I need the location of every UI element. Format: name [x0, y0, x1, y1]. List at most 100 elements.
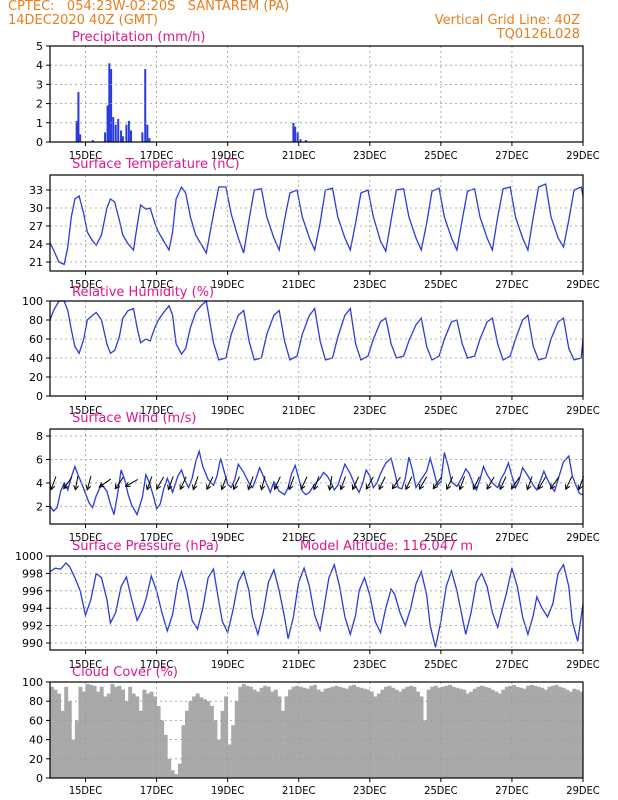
cloud-bar	[213, 720, 218, 778]
y-tick-label: 33	[29, 184, 43, 197]
wind-arrow-head	[458, 484, 464, 491]
panel-title: Precipitation (mm/h)	[72, 30, 205, 45]
cloud-bar	[185, 710, 189, 778]
cloud-bar	[430, 686, 435, 778]
cloud-bar	[376, 693, 381, 778]
cloud-bar	[106, 693, 111, 778]
plot-frame	[49, 681, 584, 779]
wind-arrow	[419, 476, 428, 490]
wind-arrow	[260, 476, 266, 490]
precip-bar	[114, 124, 117, 142]
cloud-bar	[526, 685, 531, 778]
wind-arrow-head	[339, 484, 345, 491]
wind-arrow-head	[206, 484, 212, 491]
cloud-bar	[362, 688, 367, 778]
wind-arrow	[192, 476, 199, 490]
cloud-bar	[426, 689, 431, 778]
wind-arrow-head	[432, 483, 439, 490]
y-tick-label: 990	[22, 637, 43, 650]
wind-arrow	[313, 476, 320, 490]
y-tick-label: 4	[36, 477, 43, 490]
wind-arrow-head	[327, 484, 333, 491]
wind-arrow-head	[73, 484, 79, 491]
panel-title: Surface Pressure (hPa)	[72, 539, 219, 554]
cloud-bar	[85, 683, 90, 778]
y-tick-label: 100	[22, 295, 43, 308]
wind-arrow	[206, 476, 214, 490]
x-tick-label: 25DEC	[424, 658, 457, 671]
cloud-bar	[391, 687, 396, 778]
cloud-bar	[266, 686, 271, 778]
x-tick-label: 27DEC	[495, 278, 528, 291]
cloud-bar	[565, 689, 570, 778]
wind-arrow-head	[300, 484, 306, 491]
precip-bar	[106, 105, 109, 142]
cloud-bar	[270, 691, 275, 778]
cloud-bar	[384, 686, 388, 778]
cloud-bar	[568, 691, 573, 778]
cloud-bar	[224, 696, 229, 778]
y-tick-label: 6	[36, 453, 43, 466]
chart-panel-3: 0 20 40 60 80 100 15DEC 17DEC 19DEC 21DEC 23DEC 25D…	[22, 285, 600, 417]
chart-panel-2: 21 24 27 30 33 15DEC 17DEC 19DEC 21DEC 23DEC 25DEC…	[29, 157, 600, 291]
plot-area	[50, 175, 583, 271]
cloud-bar	[533, 685, 538, 778]
cloud-bar	[508, 685, 513, 778]
x-tick-label: 21DEC	[282, 531, 315, 544]
wind-arrow-head	[273, 484, 279, 491]
precip-bar	[104, 132, 107, 142]
panel-title: Surface Temperature (nC)	[72, 157, 240, 172]
cloud-bar	[181, 725, 186, 778]
model-altitude-label: Model Altitude: 116.047 m	[300, 539, 473, 554]
y-tick-label: 992	[22, 620, 43, 633]
cloud-bar	[291, 686, 296, 778]
cloud-bar	[348, 685, 353, 778]
wind-arrow-head	[538, 483, 544, 490]
wind-arrow-head	[98, 482, 105, 488]
x-tick-label: 21DEC	[282, 784, 315, 797]
wind-arrow-head	[419, 483, 425, 490]
wind-arrow-head	[192, 484, 198, 491]
cloud-bar	[167, 758, 172, 778]
x-tick-label: 29DEC	[566, 149, 599, 162]
cloud-bar	[312, 684, 317, 778]
wind-arrow	[365, 476, 374, 490]
wind-arrow-head	[550, 483, 556, 490]
cloud-bar	[64, 686, 69, 778]
cloud-bar	[316, 689, 321, 778]
x-tick-label: 17DEC	[140, 278, 173, 291]
cloud-bar	[369, 691, 374, 778]
y-tick-label: 100	[22, 676, 43, 689]
wind-arrow-head	[499, 484, 505, 491]
cloud-bar	[103, 696, 108, 778]
x-tick-label: 27DEC	[495, 404, 528, 417]
cloud-bar	[60, 710, 65, 778]
wind-arrow	[499, 476, 507, 490]
header-line2-right: TQ0126L028	[496, 27, 580, 42]
cloud-bar	[96, 691, 101, 778]
cloud-bar	[373, 696, 378, 778]
cloud-bar	[337, 686, 342, 778]
cloud-bar	[401, 688, 406, 778]
wind-arrow	[446, 476, 454, 490]
x-tick-label: 27DEC	[495, 784, 528, 797]
chart-panel-4: 2 4 6 8 15DEC 17DEC 19DEC 21DEC 23DEC 25DEC 27DEC 2…	[36, 411, 600, 544]
x-tick-label: 29DEC	[566, 658, 599, 671]
cloud-bar	[323, 688, 328, 778]
x-tick-label: 23DEC	[353, 784, 386, 797]
wind-arrow	[274, 476, 281, 490]
x-tick-label: 15DEC	[69, 404, 102, 417]
precip-bar	[292, 122, 295, 142]
cloud-bar	[483, 686, 488, 778]
y-tick-label: 21	[29, 256, 43, 269]
cloud-bar	[352, 684, 356, 778]
cloud-bar	[412, 686, 417, 778]
wind-arrow	[329, 475, 333, 490]
wind-arrow	[146, 476, 153, 490]
series-line	[49, 183, 584, 266]
cloud-bar	[536, 686, 541, 778]
cloud-bar	[217, 739, 221, 778]
wind-arrow	[340, 476, 347, 490]
cloud-bar	[469, 691, 474, 778]
x-tick-label: 15DEC	[69, 531, 102, 544]
